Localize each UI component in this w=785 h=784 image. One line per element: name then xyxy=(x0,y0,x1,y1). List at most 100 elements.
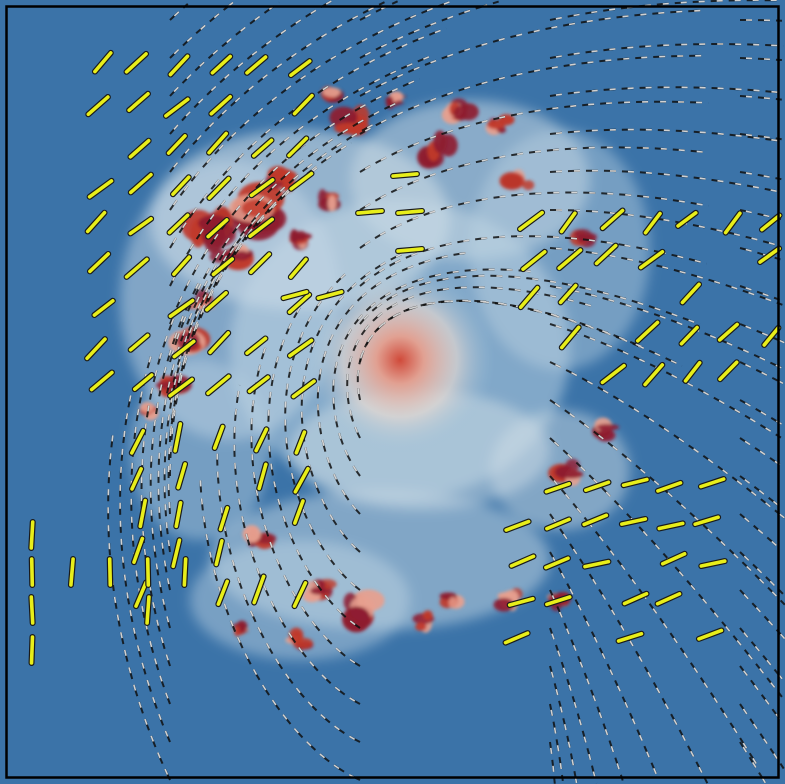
streamline xyxy=(149,277,203,629)
streamline-highlight xyxy=(332,268,537,477)
emission-clump xyxy=(493,598,515,612)
polarization-vector xyxy=(129,428,145,455)
streamline-highlight xyxy=(169,27,447,249)
streamline-highlight xyxy=(359,275,701,326)
emission-clump xyxy=(234,625,241,637)
streamline-highlight xyxy=(169,121,379,401)
emission-clump xyxy=(559,470,584,479)
streamline-highlight xyxy=(550,209,781,247)
polarization-vector xyxy=(168,54,190,77)
polarization-vector xyxy=(86,95,110,117)
streamline-highlight xyxy=(169,1,450,211)
emission-clump xyxy=(453,105,467,121)
polarization-vector xyxy=(216,579,229,606)
polarization-vector xyxy=(293,499,305,525)
streamline-highlight xyxy=(549,589,624,781)
streamline-highlight xyxy=(169,1,385,173)
polarization-vector xyxy=(206,374,231,396)
streamline-highlight xyxy=(359,146,709,211)
polarization-vector xyxy=(214,539,224,567)
polarization-vector xyxy=(693,515,720,526)
polarization-vector xyxy=(544,481,571,494)
polarization-vector xyxy=(655,592,682,606)
polarization-vector xyxy=(210,54,232,75)
polarization-vector-layer xyxy=(28,49,783,666)
polarization-vector xyxy=(89,370,114,392)
polarization-vector xyxy=(171,175,191,196)
frame-border xyxy=(5,5,780,779)
streamline-highlight xyxy=(549,169,783,194)
polarization-vector xyxy=(717,322,739,342)
streamline-highlight xyxy=(119,389,171,743)
polarization-vector xyxy=(288,257,308,279)
polarization-vector xyxy=(504,519,531,532)
polarization-vector xyxy=(289,171,314,191)
polarization-vector xyxy=(288,338,314,358)
polarization-vector xyxy=(172,255,191,276)
polarization-vector xyxy=(594,243,618,266)
streamline xyxy=(216,429,361,743)
streamline-highlight xyxy=(739,171,782,180)
polarization-vector xyxy=(656,481,683,493)
polarization-vector xyxy=(182,557,188,587)
polarization-vector xyxy=(207,131,228,155)
polarization-vector xyxy=(559,211,577,234)
polarization-vector xyxy=(168,377,194,398)
streamline-highlight xyxy=(739,513,782,550)
polarization-vector xyxy=(635,320,660,343)
polarization-vector xyxy=(544,556,570,570)
streamline-highlight xyxy=(284,269,361,591)
streamline xyxy=(359,9,707,97)
polarization-vector xyxy=(128,333,150,352)
polarization-vector xyxy=(166,134,187,155)
polarization-vector xyxy=(132,536,145,564)
polarization-vector xyxy=(176,462,187,490)
polarization-vector xyxy=(133,373,154,391)
streamline-highlight xyxy=(549,399,785,606)
emission-clump xyxy=(596,424,620,431)
polarization-vector xyxy=(287,292,312,314)
polarization-vector xyxy=(174,500,183,529)
polarization-vector xyxy=(254,427,269,453)
polarization-vector xyxy=(507,596,535,607)
polarization-vector xyxy=(212,424,225,450)
polarization-vector xyxy=(128,216,153,236)
streamline-highlight xyxy=(549,0,783,21)
streamline-highlight xyxy=(739,741,766,784)
emission-clump xyxy=(415,622,427,632)
streamline-highlight xyxy=(739,399,782,425)
polarization-vector xyxy=(391,172,419,178)
polarization-vector xyxy=(559,325,581,350)
haze-blob xyxy=(470,130,650,370)
polarization-vector xyxy=(164,97,190,118)
streamline-highlight xyxy=(267,301,361,629)
polarization-vector xyxy=(138,498,148,529)
polarization-vector xyxy=(257,462,268,491)
polarization-vector xyxy=(209,94,232,116)
polarization-vector xyxy=(252,138,274,158)
streamline-highlight xyxy=(739,95,782,101)
streamline-highlight xyxy=(157,244,231,591)
polarization-vector xyxy=(545,517,571,531)
polarization-vector xyxy=(620,517,648,526)
polarization-vector xyxy=(758,246,781,264)
polarization-vector xyxy=(396,247,424,253)
polarization-vector xyxy=(171,538,182,569)
emission-clump xyxy=(422,610,433,621)
polarization-vector xyxy=(679,325,699,346)
polarization-vector xyxy=(291,379,316,399)
polarization-vector xyxy=(281,290,309,300)
emission-clump xyxy=(327,195,337,212)
polarization-vector xyxy=(69,557,75,587)
streamline-highlight xyxy=(739,323,785,344)
streamline xyxy=(549,437,783,698)
streamline-highlight xyxy=(739,589,785,640)
polarization-vector xyxy=(697,628,724,641)
streamline-highlight xyxy=(739,285,780,301)
polarization-vector xyxy=(252,574,266,605)
polarization-vector xyxy=(87,179,114,199)
polarization-vector xyxy=(287,136,309,158)
streamline-highlight xyxy=(169,3,189,21)
polarization-vector xyxy=(621,477,649,488)
